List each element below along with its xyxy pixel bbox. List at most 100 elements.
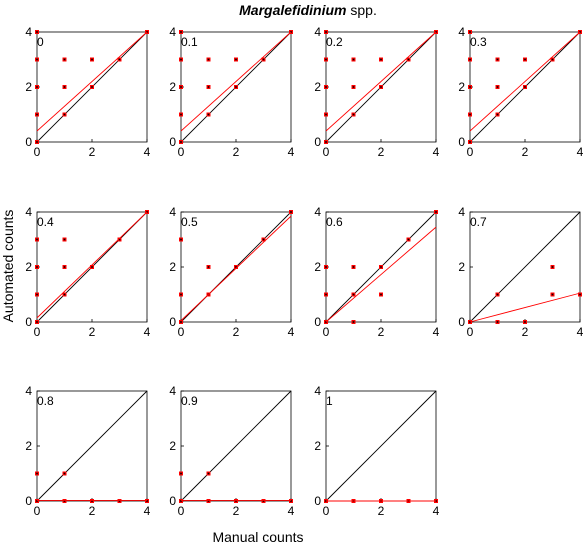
x-tick-label: 4 bbox=[144, 504, 151, 518]
data-point-center bbox=[180, 472, 182, 475]
data-point-center bbox=[469, 31, 471, 33]
data-point-center bbox=[36, 293, 38, 296]
y-tick-label: 4 bbox=[458, 25, 465, 39]
fit-line bbox=[325, 226, 437, 323]
panel-threshold-label: 0.9 bbox=[181, 394, 198, 408]
data-point-center bbox=[235, 500, 237, 502]
subplot-panel: 0 2 4 0 2 4 0.4 bbox=[25, 205, 150, 339]
subplot-panel: 0 2 4 0 2 4 0.7 bbox=[458, 205, 583, 339]
x-tick-label: 0 bbox=[323, 504, 330, 518]
x-tick-label: 4 bbox=[288, 504, 295, 518]
data-point-center bbox=[118, 500, 121, 502]
y-tick-label: 0 bbox=[169, 494, 176, 508]
data-point-center bbox=[352, 293, 355, 296]
data-point-center bbox=[325, 31, 327, 33]
data-point-center bbox=[325, 58, 327, 61]
x-tick-label: 4 bbox=[288, 145, 295, 159]
x-tick-label: 4 bbox=[144, 145, 151, 159]
y-tick-label: 4 bbox=[25, 384, 32, 398]
y-tick-label: 2 bbox=[314, 439, 321, 453]
y-tick-label: 2 bbox=[25, 260, 32, 274]
y-tick-label: 4 bbox=[314, 384, 321, 398]
data-point-center bbox=[63, 500, 66, 502]
y-tick-label: 2 bbox=[25, 80, 32, 94]
data-point-center bbox=[469, 86, 471, 88]
panel-threshold-label: 0.8 bbox=[37, 394, 54, 408]
fit-line bbox=[469, 292, 581, 323]
y-tick-label: 0 bbox=[314, 494, 321, 508]
data-point-center bbox=[36, 86, 38, 88]
data-point-center bbox=[551, 266, 554, 268]
y-tick-label: 2 bbox=[169, 260, 176, 274]
y-tick-label: 0 bbox=[25, 315, 32, 329]
data-point-center bbox=[207, 58, 210, 61]
data-point-center bbox=[180, 31, 182, 33]
data-point-center bbox=[435, 211, 437, 213]
data-point-center bbox=[180, 58, 182, 61]
y-tick-label: 2 bbox=[314, 80, 321, 94]
data-point-center bbox=[207, 86, 210, 88]
x-tick-label: 2 bbox=[89, 325, 96, 339]
x-tick-label: 2 bbox=[89, 504, 96, 518]
subplot-panel: 0 2 4 0 2 4 0.3 bbox=[458, 25, 583, 159]
data-point-center bbox=[91, 86, 93, 88]
x-tick-label: 2 bbox=[233, 325, 240, 339]
figure-title-rest: spp. bbox=[347, 2, 377, 18]
fit-line bbox=[325, 31, 437, 132]
data-point-center bbox=[524, 58, 526, 61]
y-tick-label: 0 bbox=[169, 315, 176, 329]
data-point-center bbox=[290, 31, 292, 33]
data-point-center bbox=[380, 293, 382, 296]
y-tick-label: 2 bbox=[458, 260, 465, 274]
fit-line bbox=[180, 215, 292, 321]
data-point-center bbox=[380, 86, 382, 88]
data-point-center bbox=[469, 58, 471, 61]
data-point-center bbox=[180, 238, 182, 241]
data-point-center bbox=[496, 321, 499, 323]
data-point-center bbox=[352, 266, 355, 268]
data-point-center bbox=[235, 86, 237, 88]
fit-line bbox=[36, 31, 148, 132]
identity-line bbox=[469, 211, 581, 323]
x-tick-label: 0 bbox=[467, 325, 474, 339]
y-tick-label: 0 bbox=[314, 315, 321, 329]
y-tick-label: 4 bbox=[25, 25, 32, 39]
y-tick-label: 0 bbox=[25, 494, 32, 508]
data-point-center bbox=[180, 293, 182, 296]
data-point-center bbox=[380, 266, 382, 268]
x-tick-label: 4 bbox=[433, 504, 440, 518]
data-point-center bbox=[524, 321, 526, 323]
panel-threshold-label: 0.2 bbox=[326, 35, 343, 49]
x-tick-label: 0 bbox=[34, 325, 41, 339]
subplot-panel: 0 2 4 0 2 4 0.6 bbox=[314, 205, 439, 339]
y-tick-label: 0 bbox=[169, 135, 176, 149]
figure-title-italic: Margalefidinium bbox=[239, 2, 346, 18]
data-point-center bbox=[63, 238, 66, 241]
data-point-center bbox=[496, 293, 499, 296]
data-point-center bbox=[180, 86, 182, 88]
panel-threshold-label: 0.3 bbox=[470, 35, 487, 49]
data-point-center bbox=[407, 58, 410, 61]
x-tick-label: 0 bbox=[178, 325, 185, 339]
identity-line bbox=[325, 390, 437, 502]
x-tick-label: 0 bbox=[467, 145, 474, 159]
data-point-center bbox=[180, 141, 182, 143]
y-tick-label: 4 bbox=[314, 205, 321, 219]
subplot-panel: 0 2 4 0 2 4 0.5 bbox=[169, 205, 294, 339]
panel-threshold-label: 0.1 bbox=[181, 35, 198, 49]
data-point-center bbox=[36, 321, 38, 323]
x-axis-label: Manual counts bbox=[212, 529, 303, 545]
x-tick-label: 2 bbox=[233, 504, 240, 518]
data-point-center bbox=[496, 58, 499, 61]
y-tick-label: 2 bbox=[169, 80, 176, 94]
data-point-center bbox=[63, 472, 66, 475]
x-tick-label: 2 bbox=[233, 145, 240, 159]
data-point-center bbox=[118, 58, 121, 61]
x-tick-label: 0 bbox=[178, 145, 185, 159]
x-tick-label: 2 bbox=[378, 145, 385, 159]
data-point-center bbox=[496, 113, 499, 116]
data-point-center bbox=[290, 211, 292, 213]
